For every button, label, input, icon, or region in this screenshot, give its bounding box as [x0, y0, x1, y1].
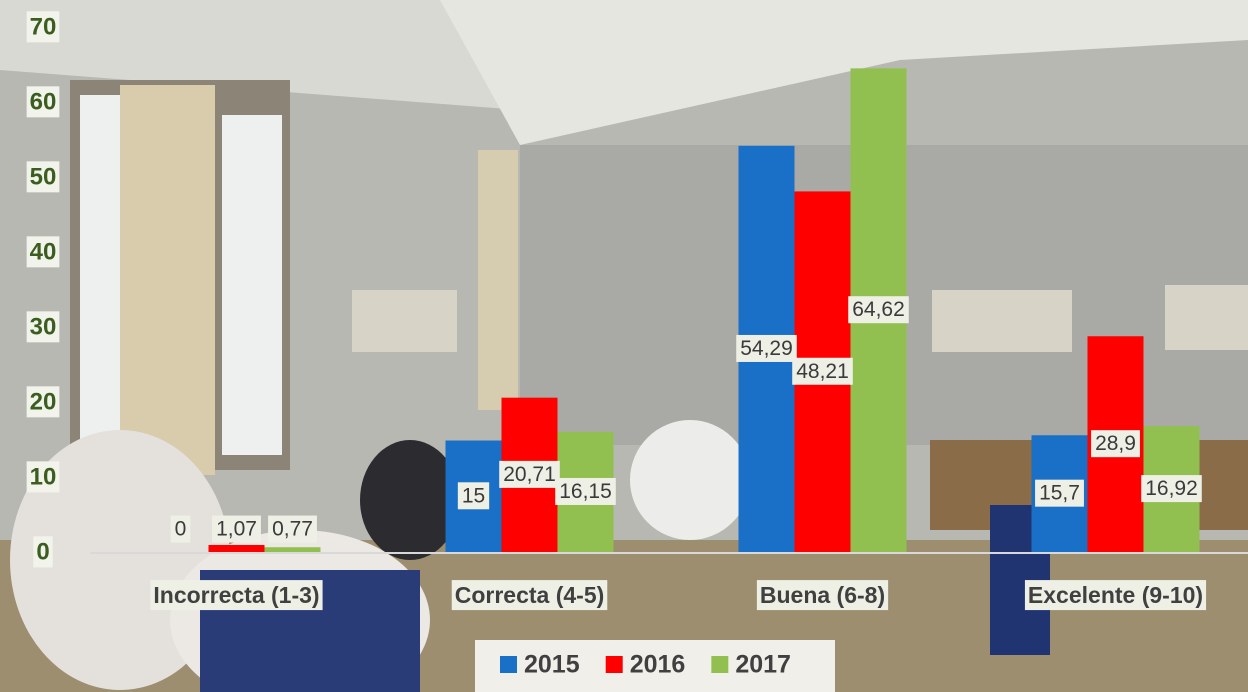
value-label-bg [792, 357, 853, 385]
y-tick-label-bg [26, 461, 60, 493]
value-label-group: 15 [457, 482, 490, 510]
value-label-bg [499, 460, 560, 488]
bar [264, 547, 321, 553]
y-tick-label-bg [26, 11, 60, 43]
value-label-bg [268, 515, 317, 543]
y-tick-label: 50 [30, 163, 57, 190]
y-tick-label: 10 [30, 463, 57, 490]
value-label: 0,77 [272, 518, 313, 541]
x-tick-label: Buena (6-8) [760, 582, 885, 608]
y-tick-label-bg [26, 161, 60, 193]
value-label-bg [457, 482, 490, 510]
legend-swatch [711, 656, 729, 673]
value-label: 15,7 [1039, 482, 1080, 505]
value-label-group: 48,21 [792, 357, 853, 385]
y-tick-label: 70 [30, 13, 57, 40]
x-tick-label: Correcta (4-5) [455, 582, 605, 608]
y-tick-label: 0 [36, 538, 49, 565]
y-tick-label-group: 60 [26, 86, 60, 118]
bar [208, 544, 265, 553]
value-label-group: 16,92 [1141, 475, 1202, 503]
value-label: 16,92 [1145, 477, 1198, 500]
value-label: 28,9 [1095, 432, 1136, 455]
value-label-group: 54,29 [736, 334, 797, 362]
value-label: 0 [175, 518, 187, 541]
x-tick-label-group: Correcta (4-5) [451, 580, 608, 611]
value-label-group: 16,15 [555, 477, 616, 505]
y-tick-label-bg [26, 236, 60, 268]
value-label: 54,29 [740, 337, 793, 360]
y-tick-label-bg [33, 536, 53, 568]
value-label-group: 0 [170, 515, 191, 543]
legend-label: 2016 [630, 651, 686, 679]
value-label-group: 28,9 [1091, 430, 1140, 458]
value-label-bg [848, 296, 909, 324]
legend-label: 2017 [735, 651, 791, 679]
x-tick-label-group: Excelente (9-10) [1024, 580, 1207, 611]
x-tick-label: Excelente (9-10) [1028, 582, 1203, 608]
y-tick-label-group: 0 [33, 536, 53, 568]
x-tick-label-bg [756, 580, 889, 611]
y-tick-label-group: 10 [26, 461, 60, 493]
value-label-group: 0,77 [268, 515, 317, 543]
value-label: 16,15 [559, 480, 612, 503]
y-tick-label-group: 20 [26, 386, 60, 418]
x-tick-label-bg [150, 580, 323, 611]
value-label: 20,71 [503, 463, 556, 486]
x-tick-label-bg [1024, 580, 1207, 611]
x-tick-label: Incorrecta (1-3) [153, 582, 319, 608]
legend-swatch [500, 656, 517, 673]
x-tick-label-bg [451, 580, 608, 611]
y-tick-label-group: 70 [26, 11, 60, 43]
y-tick-label-group: 40 [26, 236, 60, 268]
value-label: 48,21 [796, 360, 849, 383]
value-label-bg [170, 515, 191, 543]
value-label: 64,62 [852, 298, 905, 321]
y-tick-label: 40 [30, 238, 57, 265]
value-label-bg [555, 477, 616, 505]
legend-box [475, 640, 835, 692]
value-label-bg [1141, 475, 1202, 503]
y-tick-label: 20 [30, 388, 57, 415]
legend-swatch [605, 656, 623, 673]
y-tick-label: 30 [30, 313, 57, 340]
y-tick-label-bg [26, 386, 60, 418]
legend-label: 2015 [524, 651, 580, 679]
value-label: 1,07 [216, 518, 257, 541]
value-label-bg [1035, 479, 1084, 507]
y-tick-label-bg [26, 311, 60, 343]
y-tick-label-bg [26, 86, 60, 118]
value-label-group: 20,71 [499, 460, 560, 488]
value-label: 15 [462, 484, 485, 507]
x-tick-label-group: Buena (6-8) [756, 580, 889, 611]
value-label-bg [1091, 430, 1140, 458]
y-tick-label-group: 50 [26, 161, 60, 193]
value-label-group: 1,07 [212, 515, 261, 543]
value-label-bg [212, 515, 261, 543]
y-tick-label: 60 [30, 88, 57, 115]
value-label-group: 64,62 [848, 296, 909, 324]
value-label-group: 15,7 [1035, 479, 1084, 507]
x-tick-label-group: Incorrecta (1-3) [150, 580, 323, 611]
y-tick-label-group: 30 [26, 311, 60, 343]
value-label-bg [736, 334, 797, 362]
